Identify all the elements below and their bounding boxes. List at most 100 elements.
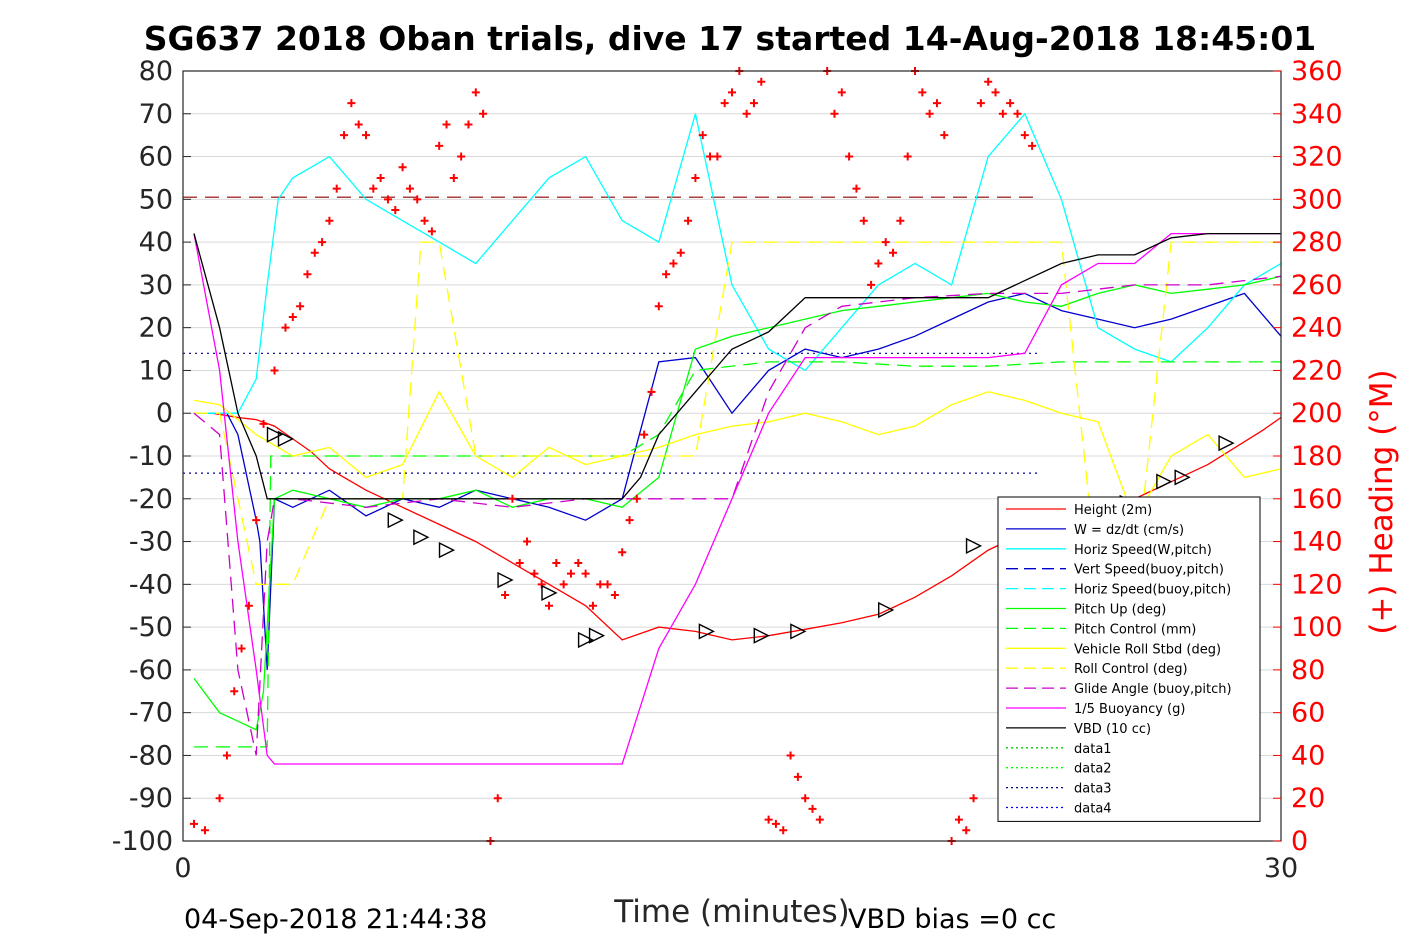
heading-point (1013, 109, 1022, 118)
heading-point (698, 131, 707, 140)
heading-point (566, 569, 575, 578)
dive-marker (878, 601, 895, 619)
heading-point (647, 387, 656, 396)
heading-point (757, 77, 766, 86)
legend-entry: Pitch Control (mm) (1074, 622, 1196, 637)
heading-point (413, 195, 422, 204)
dive-marker (266, 426, 284, 443)
series-line-8 (193, 232, 1281, 765)
heading-point (662, 270, 671, 279)
legend-entry: VBD (10 cc) (1074, 722, 1151, 737)
right-tick-label: 260 (1291, 270, 1343, 301)
legend-entry: Vehicle Roll Stbd (deg) (1074, 642, 1221, 657)
dive-marker (1174, 469, 1191, 486)
heading-point (896, 216, 905, 225)
left-axis-ticks: 80 70 60 50 40 30 20 10 0 -10 -20 -30 -40 -50 -60 -70 -8… (112, 56, 191, 857)
heading-point (493, 794, 502, 803)
right-tick-label: 360 (1291, 56, 1343, 87)
legend-entry: Glide Angle (buoy,pitch) (1074, 682, 1232, 697)
heading-point (1006, 99, 1015, 108)
heading-point (288, 312, 297, 321)
heading-point (515, 558, 524, 567)
heading-point (449, 173, 458, 182)
left-tick-label: -90 (129, 783, 173, 814)
series-line-1 (194, 292, 1282, 670)
heading-point (764, 815, 773, 824)
legend-entry: data1 (1074, 742, 1112, 757)
legend-entry: Height (2m) (1074, 503, 1152, 518)
series-line-2 (194, 112, 1282, 414)
footer-vbd-bias: VBD bias =0 cc (848, 904, 1056, 935)
left-tick-label: 50 (139, 184, 173, 215)
heading-point (618, 548, 627, 557)
right-tick-label: 340 (1291, 99, 1343, 130)
legend-entry: data2 (1074, 762, 1112, 777)
heading-point (215, 794, 224, 803)
heading-point (303, 270, 312, 279)
heading-point (610, 591, 619, 600)
right-tick-label: 240 (1291, 313, 1343, 344)
heading-point (845, 152, 854, 161)
dive-marker (438, 541, 456, 559)
right-tick-label: 120 (1291, 569, 1343, 600)
heading-point (325, 216, 334, 225)
right-tick-label: 0 (1291, 826, 1308, 857)
heading-point (1028, 141, 1037, 150)
right-tick-label: 60 (1291, 698, 1325, 729)
dive-marker (965, 537, 983, 554)
heading-point (793, 772, 802, 781)
heading-point (508, 494, 517, 503)
heading-point (940, 131, 949, 140)
left-tick-label: 0 (156, 398, 173, 429)
heading-point (962, 826, 971, 835)
left-tick-label: 10 (139, 355, 173, 386)
dive-marker (753, 627, 770, 644)
heading-points (189, 67, 1037, 845)
heading-point (881, 238, 890, 247)
right-tick-label: 80 (1291, 655, 1325, 686)
heading-point (603, 580, 612, 589)
footer-timestamp: 04-Sep-2018 21:44:38 (184, 904, 487, 935)
heading-point (391, 206, 400, 215)
legend-entry: Horiz Speed(W,pitch) (1074, 543, 1212, 558)
dive-marker (588, 627, 606, 644)
series-line-5 (193, 390, 1282, 522)
heading-point (369, 184, 378, 193)
heading-point (457, 152, 466, 161)
heading-point (552, 558, 561, 567)
legend-entry: data4 (1074, 802, 1112, 817)
dive-marker (790, 623, 807, 640)
heading-point (1020, 131, 1029, 140)
heading-point (318, 238, 327, 247)
heading-point (640, 430, 649, 439)
x-tick-label: 30 (1264, 853, 1298, 884)
legend-entry: Vert Speed(buoy,pitch) (1074, 563, 1224, 578)
right-tick-label: 140 (1291, 527, 1343, 558)
heading-point (852, 184, 861, 193)
left-tick-label: -20 (129, 484, 173, 515)
heading-point (830, 109, 839, 118)
heading-point (691, 173, 700, 182)
heading-point (252, 516, 261, 525)
legend-entry: W = dz/dt (cm/s) (1074, 523, 1184, 538)
right-tick-label: 220 (1291, 355, 1343, 386)
left-tick-label: -80 (129, 740, 173, 771)
heading-point (932, 99, 941, 108)
heading-point (596, 580, 605, 589)
x-axis-label: Time (minutes) (613, 894, 849, 930)
heading-point (479, 109, 488, 118)
heading-point (530, 569, 539, 578)
right-tick-label: 100 (1291, 612, 1343, 643)
x-axis-ticks: 0 30 (174, 833, 1298, 884)
heading-point (991, 88, 1000, 97)
legend-entry: data3 (1074, 782, 1112, 797)
left-tick-label: 30 (139, 270, 173, 301)
dive-marker (387, 512, 404, 529)
right-axis-ticks: 3603403203002802602402202001801601401201… (1273, 56, 1343, 857)
dive-marker (497, 571, 514, 589)
legend: Height (2m) W = dz/dt (cm/s) Horiz Speed(W… (997, 496, 1261, 822)
heading-point (427, 227, 436, 236)
heading-point (728, 88, 736, 97)
heading-point (237, 644, 246, 653)
heading-point (837, 88, 846, 97)
